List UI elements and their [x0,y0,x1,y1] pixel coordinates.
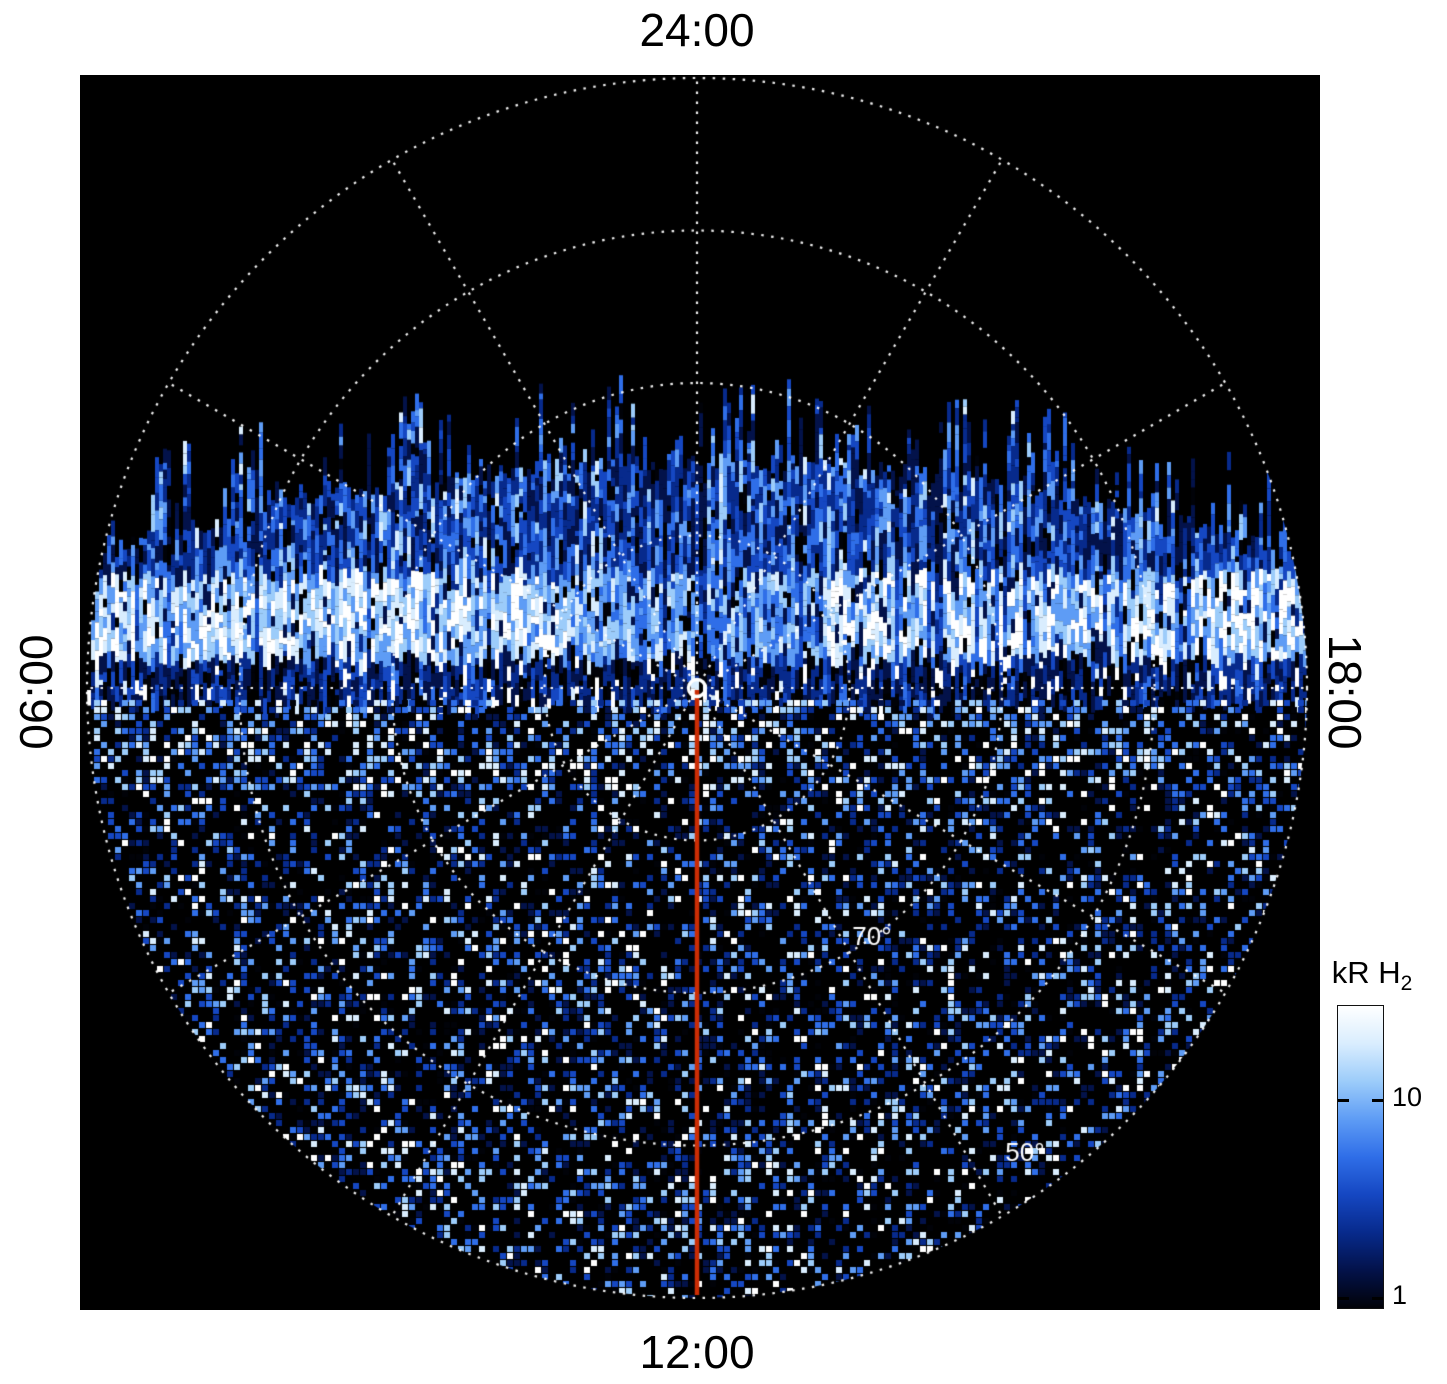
colorbar-tick-label-1: 1 [1392,1280,1408,1310]
colorbar-title: kR H2 [1302,953,1442,996]
colorbar-gradient [1337,1005,1384,1309]
colorbar-tick-10-left [1338,1099,1349,1103]
colorbar-tick-1-right [1372,1296,1383,1300]
polar-plot-area [80,75,1320,1310]
colorbar-tick-1-left [1338,1296,1349,1300]
lt-label-0600: 06:00 [10,634,62,750]
lt-label-1200: 12:00 [639,1326,755,1378]
colorbar-tick-label-10: 10 [1392,1082,1423,1112]
lt-label-1800: 18:00 [1319,634,1371,750]
colorbar-tick-10-right [1372,1099,1383,1103]
polar-map-canvas [80,75,1320,1310]
colorbar-title-text: kR H [1331,955,1401,990]
colorbar-title-subscript: 2 [1400,972,1413,996]
lt-label-2400: 24:00 [639,4,755,56]
